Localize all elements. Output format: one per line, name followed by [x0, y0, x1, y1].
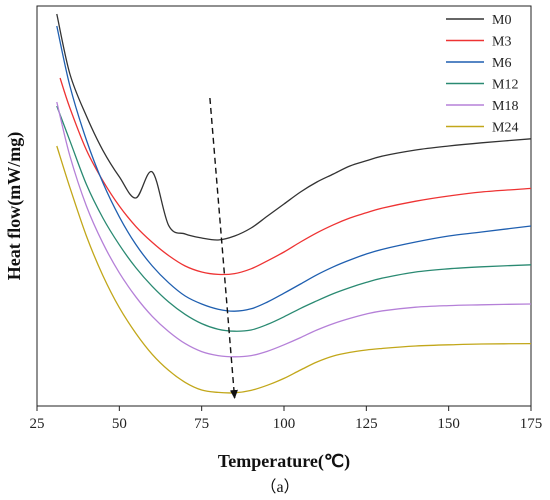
- x-axis-ticks: 25 50 75 100 125 150 175: [30, 406, 543, 432]
- legend-label-m24: M24: [492, 121, 518, 136]
- x-tick-label: 75: [194, 416, 209, 432]
- series-line-m12: [56, 105, 532, 332]
- legend: M0 M3 M6 M12 M18 M24: [446, 13, 518, 136]
- x-axis-title: Temperature(℃): [218, 451, 350, 472]
- series-line-m24: [56, 145, 532, 394]
- legend-label-m3: M3: [492, 35, 511, 50]
- legend-label-m12: M12: [492, 78, 518, 93]
- series-line-m6: [56, 25, 532, 312]
- x-tick-label: 25: [30, 416, 45, 432]
- x-tick-label: 150: [437, 416, 460, 432]
- series-line-m18: [56, 101, 532, 358]
- x-tick-label: 125: [355, 416, 378, 432]
- figure-caption: （a）: [260, 478, 299, 496]
- legend-label-m0: M0: [492, 13, 511, 28]
- series-line-m0: [56, 13, 532, 241]
- plot-area-frame: [36, 5, 532, 407]
- x-tick-label: 100: [273, 416, 296, 432]
- series-line-m3: [59, 77, 532, 276]
- x-tick-label: 50: [112, 416, 127, 432]
- series-lines: [56, 13, 532, 394]
- legend-label-m18: M18: [492, 99, 518, 114]
- legend-label-m6: M6: [492, 56, 511, 71]
- y-axis-title: Heat flow(mW/mg): [4, 132, 25, 280]
- trend-arrow: [209, 97, 238, 399]
- x-tick-label: 175: [520, 416, 543, 432]
